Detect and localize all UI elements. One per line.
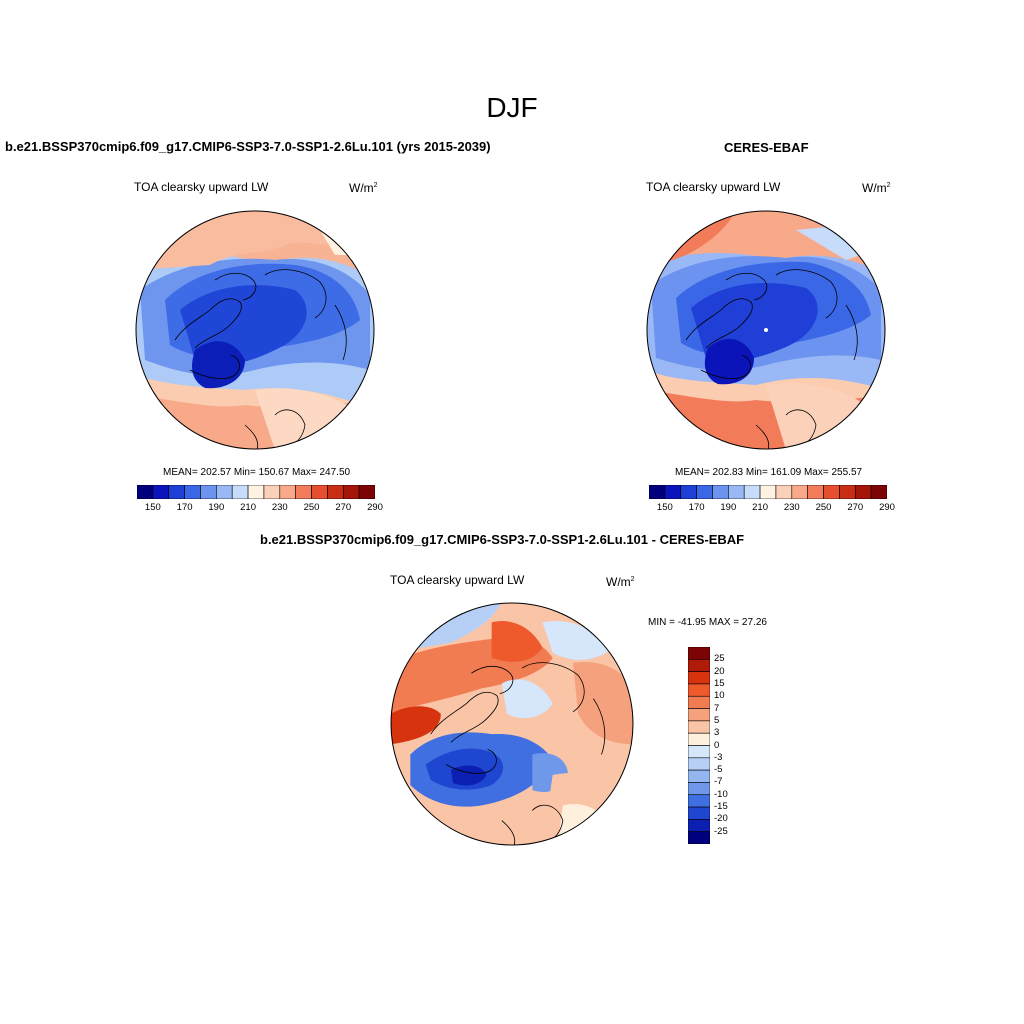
colorbar-tick-label: 190 bbox=[720, 502, 737, 513]
colorbar-tick-label: 10 bbox=[714, 690, 725, 702]
colorbar-tick-label: 290 bbox=[879, 502, 895, 513]
obs-field-label: TOA clearsky upward LW bbox=[646, 180, 781, 194]
colorbar-tick-label: -3 bbox=[714, 751, 723, 763]
colorbar-swatch bbox=[184, 485, 201, 499]
model-stats-label: MEAN= 202.57 Min= 150.67 Max= 247.50 bbox=[163, 467, 351, 478]
colorbar-tick-label: 210 bbox=[752, 502, 768, 513]
colorbar-swatch bbox=[839, 485, 856, 499]
colorbar-tick-label: 3 bbox=[714, 727, 720, 739]
colorbar-swatch bbox=[247, 485, 265, 499]
colorbar-swatch bbox=[327, 485, 344, 499]
colorbar-swatch bbox=[311, 485, 328, 499]
colorbar-tick-label: 170 bbox=[688, 502, 705, 513]
colorbar-swatch bbox=[263, 485, 281, 499]
colorbar-tick-label: 250 bbox=[303, 502, 320, 513]
colorbar-swatch bbox=[688, 695, 710, 709]
diff-stats-label: MIN = -41.95 MAX = 27.26 bbox=[648, 617, 767, 628]
colorbar-swatch bbox=[688, 819, 710, 832]
model-colorbar bbox=[137, 485, 375, 499]
colorbar-swatch bbox=[759, 485, 777, 499]
colorbar-tick-label: -10 bbox=[714, 788, 728, 800]
colorbar-swatch bbox=[775, 485, 793, 499]
model-field-label: TOA clearsky upward LW bbox=[134, 180, 269, 194]
diff-colorbar bbox=[688, 647, 710, 844]
season-title: DJF bbox=[486, 92, 538, 123]
colorbar-tick-label: 290 bbox=[367, 502, 383, 513]
colorbar-swatch bbox=[791, 485, 808, 499]
colorbar-swatch bbox=[295, 485, 312, 499]
colorbar-swatch bbox=[231, 485, 249, 499]
colorbar-tick-label: 150 bbox=[656, 502, 673, 513]
colorbar-tick-label: 230 bbox=[271, 502, 288, 513]
diff-colorbar-ticks: 25 20 15 10 7 5 3 0 -3 -5 -7 -10 -15 -20 -25 bbox=[714, 647, 744, 844]
colorbar-swatch bbox=[688, 671, 710, 685]
colorbar-swatch bbox=[728, 485, 745, 499]
colorbar-tick-label: 0 bbox=[714, 739, 720, 751]
colorbar-swatch bbox=[743, 485, 761, 499]
colorbar-swatch bbox=[688, 794, 710, 808]
model-units-label: W/m2 bbox=[349, 181, 378, 195]
colorbar-swatch bbox=[200, 485, 217, 499]
obs-units-label: W/m2 bbox=[862, 181, 891, 195]
colorbar-swatch bbox=[216, 485, 233, 499]
colorbar-tick-label: 210 bbox=[240, 502, 256, 513]
colorbar-tick-label: -25 bbox=[714, 825, 728, 837]
colorbar-tick-label: 170 bbox=[176, 502, 193, 513]
colorbar-swatch bbox=[688, 782, 710, 796]
colorbar-swatch bbox=[696, 485, 713, 499]
colorbar-tick-label: 15 bbox=[714, 677, 725, 689]
colorbar-tick-label: 20 bbox=[714, 665, 725, 677]
colorbar-swatch bbox=[137, 485, 154, 499]
colorbar-swatch bbox=[664, 485, 682, 499]
colorbar-tick-label: -5 bbox=[714, 764, 723, 776]
colorbar-swatch bbox=[854, 485, 872, 499]
obs-polar-map bbox=[646, 210, 886, 450]
colorbar-swatch bbox=[688, 732, 710, 746]
colorbar-swatch bbox=[870, 485, 887, 499]
obs-colorbar bbox=[649, 485, 887, 499]
colorbar-tick-label: -20 bbox=[714, 813, 728, 825]
model-panel-title: b.e21.BSSP370cmip6.f09_g17.CMIP6-SSP3-7.… bbox=[5, 139, 491, 154]
colorbar-swatch bbox=[688, 659, 710, 672]
obs-panel-title: CERES-EBAF bbox=[724, 140, 809, 155]
colorbar-swatch bbox=[688, 708, 710, 722]
colorbar-tick-label: 5 bbox=[714, 714, 720, 726]
colorbar-swatch bbox=[680, 485, 697, 499]
colorbar-swatch bbox=[688, 757, 710, 771]
colorbar-swatch bbox=[279, 485, 296, 499]
colorbar-swatch bbox=[688, 647, 710, 660]
colorbar-tick-label: 270 bbox=[335, 502, 352, 513]
obs-stats-label: MEAN= 202.83 Min= 161.09 Max= 255.57 bbox=[675, 467, 863, 478]
colorbar-swatch bbox=[688, 720, 710, 734]
colorbar-swatch bbox=[823, 485, 840, 499]
colorbar-swatch bbox=[688, 683, 710, 697]
diff-panel-title: b.e21.BSSP370cmip6.f09_g17.CMIP6-SSP3-7.… bbox=[260, 532, 745, 547]
colorbar-tick-label: 190 bbox=[208, 502, 225, 513]
colorbar-swatch bbox=[342, 485, 360, 499]
colorbar-tick-label: 230 bbox=[783, 502, 800, 513]
colorbar-tick-label: -7 bbox=[714, 776, 723, 788]
colorbar-tick-label: 25 bbox=[714, 653, 725, 665]
colorbar-swatch bbox=[688, 831, 710, 844]
diff-field-label: TOA clearsky upward LW bbox=[390, 573, 525, 587]
colorbar-swatch bbox=[688, 745, 710, 759]
colorbar-tick-label: 270 bbox=[847, 502, 864, 513]
colorbar-swatch bbox=[358, 485, 375, 499]
colorbar-tick-label: -15 bbox=[714, 801, 728, 813]
colorbar-swatch bbox=[152, 485, 170, 499]
model-polar-map bbox=[135, 210, 375, 450]
obs-colorbar-ticks: 150 170 190 210 230 250 270 290 bbox=[649, 502, 895, 516]
colorbar-swatch bbox=[649, 485, 666, 499]
model-colorbar-ticks: 150 170 190 210 230 250 270 290 bbox=[137, 502, 383, 516]
colorbar-tick-label: 150 bbox=[144, 502, 161, 513]
colorbar-swatch bbox=[807, 485, 824, 499]
colorbar-swatch bbox=[688, 769, 710, 783]
diff-units-label: W/m2 bbox=[606, 575, 635, 589]
colorbar-tick-label: 250 bbox=[815, 502, 832, 513]
colorbar-swatch bbox=[688, 806, 710, 820]
colorbar-swatch bbox=[712, 485, 729, 499]
colorbar-tick-label: 7 bbox=[714, 702, 720, 714]
diff-polar-map bbox=[390, 602, 634, 846]
colorbar-swatch bbox=[168, 485, 185, 499]
